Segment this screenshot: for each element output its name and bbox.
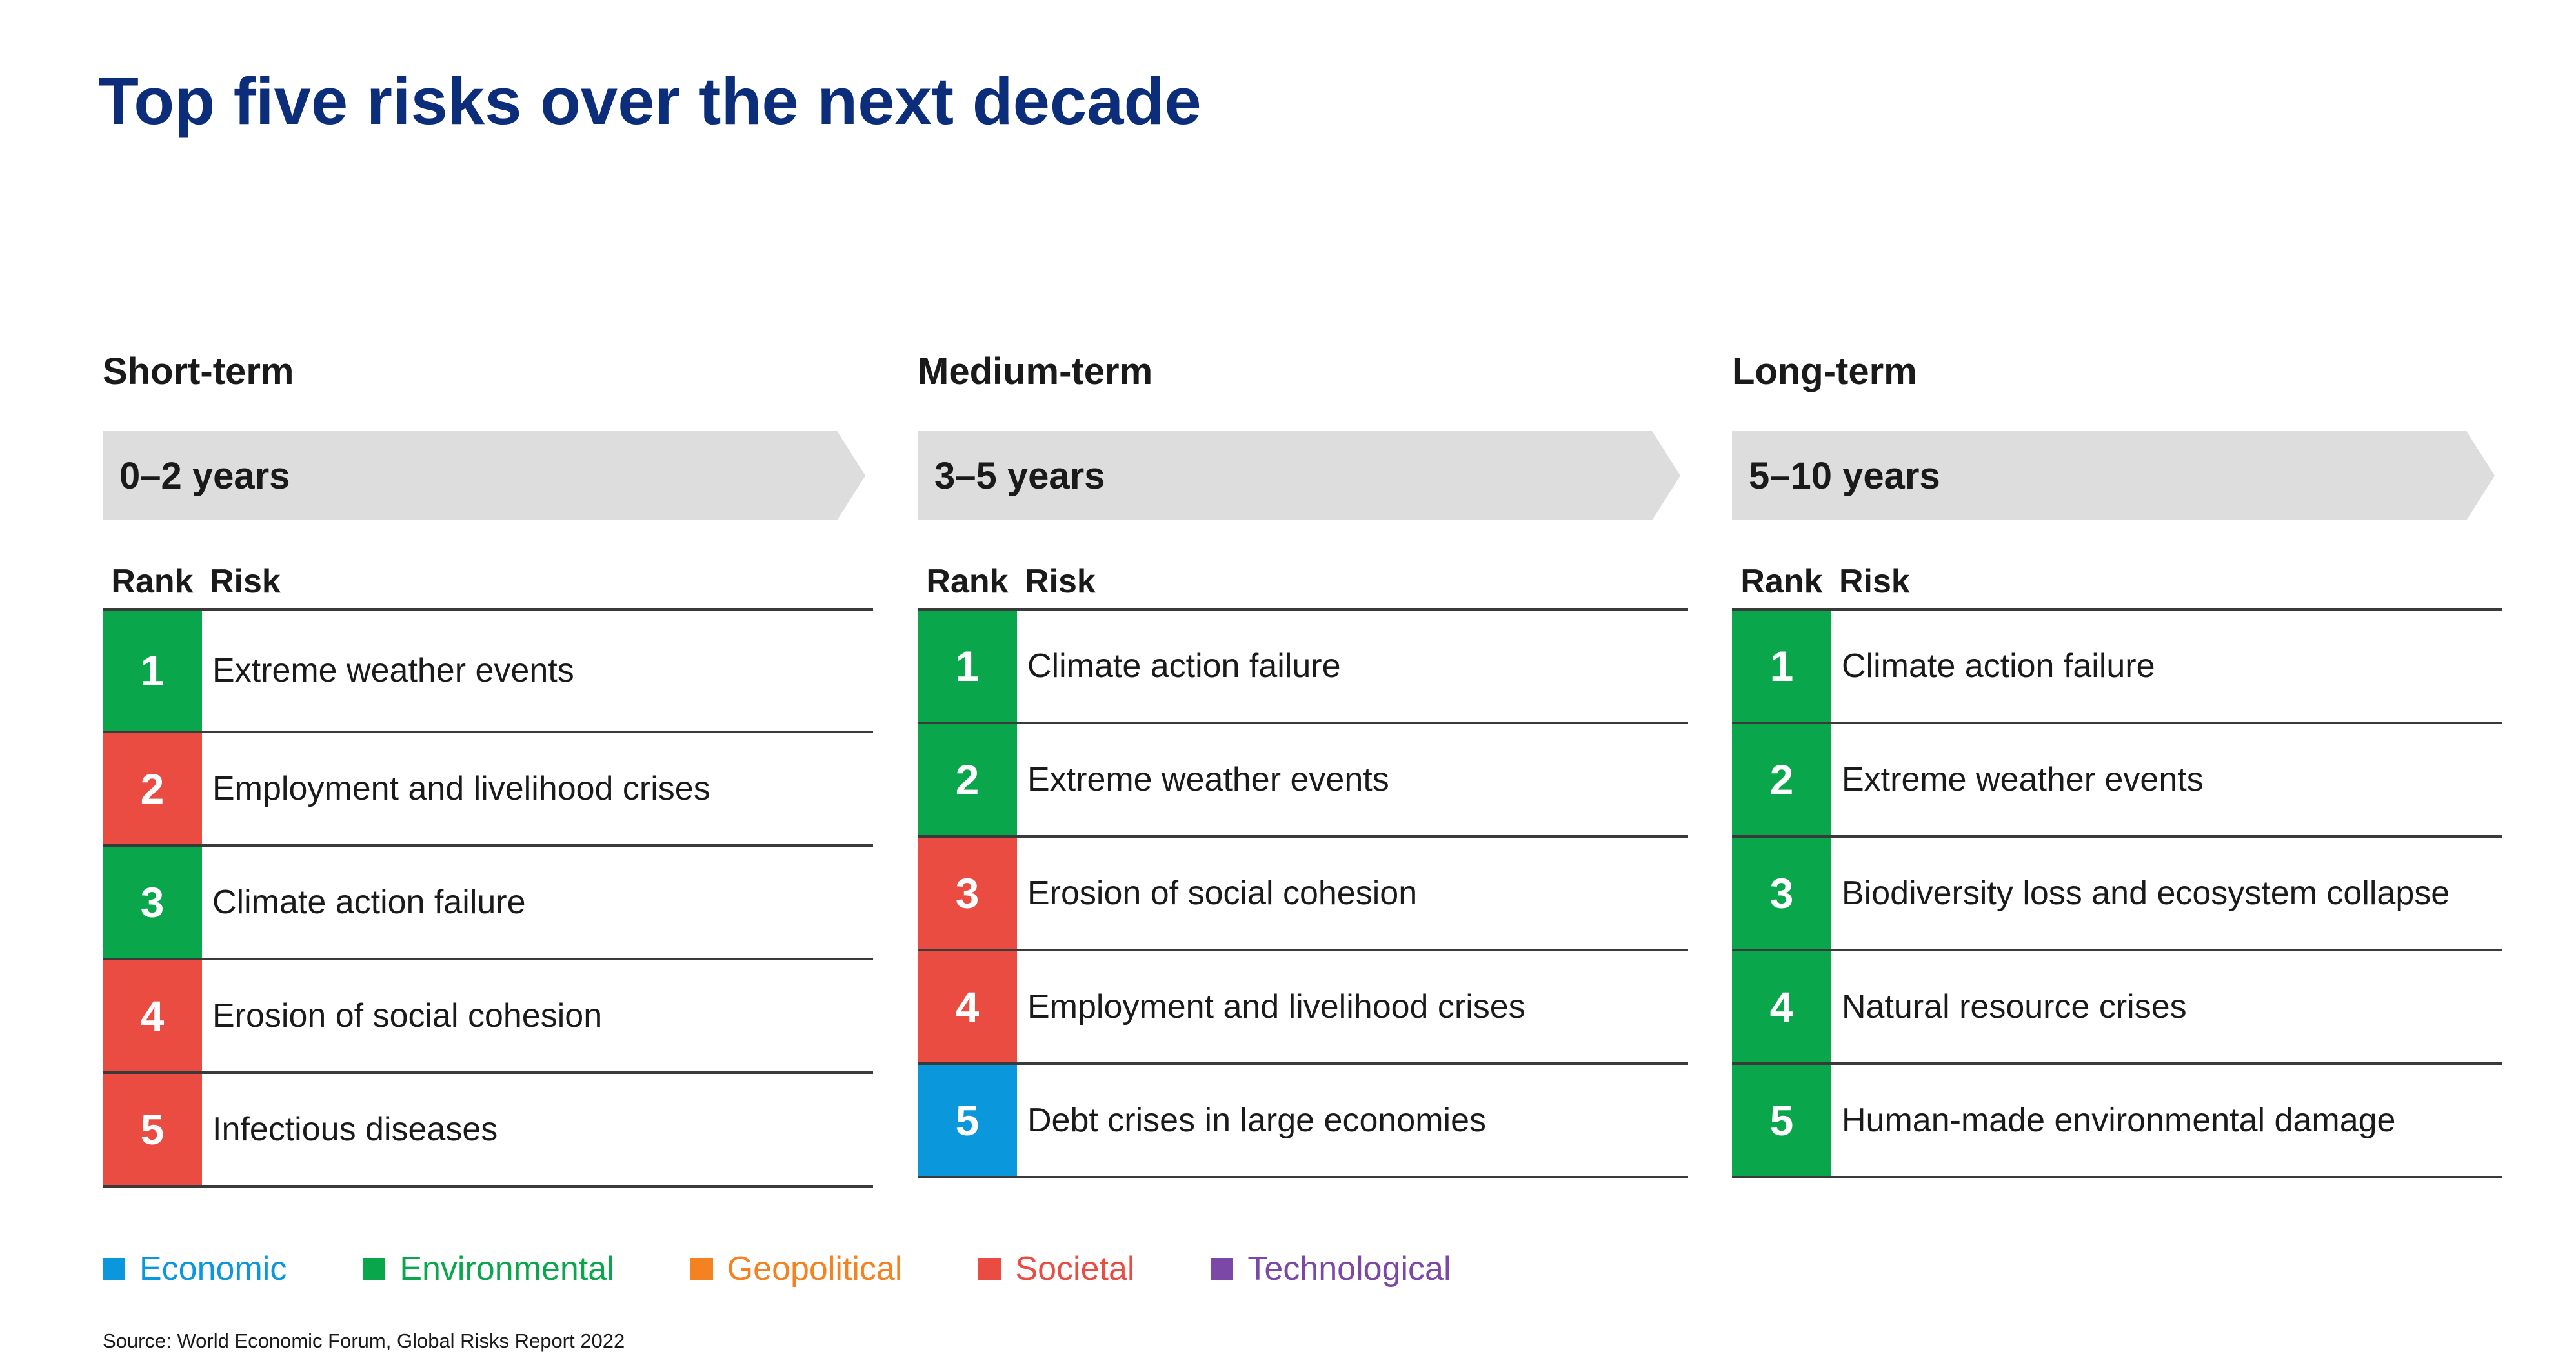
legend-item-economic: Economic — [103, 1249, 287, 1288]
legend-swatch — [690, 1257, 713, 1280]
years-label: 3–5 years — [934, 454, 1105, 497]
term-label: Medium-term — [918, 350, 1153, 392]
risk-name: Human-made environmental damage — [1842, 1102, 2396, 1139]
risk-row: 5 Human-made environmental damage — [1732, 1065, 2502, 1178]
risk-row: 4 Employment and livelihood crises — [918, 951, 1688, 1065]
risk-name: Extreme weather events — [212, 652, 574, 689]
rank-badge: 3 — [103, 847, 202, 958]
risk-row: 2 Employment and livelihood crises — [103, 733, 873, 847]
medium-term-column: Medium-term 3–5 years Rank Risk 1 Climat… — [918, 347, 1688, 1178]
rank-column-header: Rank — [926, 563, 1009, 600]
legend-label: Societal — [1015, 1250, 1135, 1288]
legend-item-societal: Societal — [978, 1249, 1134, 1288]
years-banner: 5–10 years — [1732, 431, 2495, 520]
risk-column-header: Risk — [1839, 563, 1910, 600]
risk-name: Climate action failure — [1842, 647, 2155, 685]
risk-row: 2 Extreme weather events — [918, 724, 1688, 838]
term-label: Long-term — [1732, 350, 1917, 392]
risk-name: Infectious diseases — [212, 1111, 498, 1148]
risk-name: Climate action failure — [212, 884, 526, 921]
source-note: Source: World Economic Forum, Global Ris… — [103, 1330, 625, 1352]
long-term-column: Long-term 5–10 years Rank Risk 1 Climate… — [1732, 347, 2502, 1178]
risk-name: Employment and livelihood crises — [212, 770, 710, 807]
legend-swatch — [103, 1257, 125, 1280]
rank-badge: 1 — [1732, 611, 1831, 722]
rank-badge: 4 — [103, 960, 202, 1071]
rank-badge: 1 — [103, 611, 202, 731]
risk-name: Erosion of social cohesion — [212, 997, 603, 1035]
risk-row: 5 Infectious diseases — [103, 1074, 873, 1188]
risk-table: 1 Extreme weather events 2 Employment an… — [103, 611, 873, 1188]
risk-row: 5 Debt crises in large economies — [918, 1065, 1688, 1178]
years-label: 5–10 years — [1749, 454, 1940, 497]
table-header: Rank Risk — [103, 555, 873, 611]
risk-row: 4 Erosion of social cohesion — [103, 960, 873, 1074]
rank-badge: 5 — [1732, 1065, 1831, 1176]
legend-swatch — [363, 1257, 386, 1280]
legend-swatch — [1211, 1257, 1234, 1280]
risk-name: Natural resource crises — [1842, 988, 2187, 1026]
risk-name: Extreme weather events — [1842, 761, 2204, 798]
rank-badge: 1 — [918, 611, 1017, 722]
risk-name: Biodiversity loss and ecosystem collapse — [1842, 875, 2450, 912]
legend-label: Economic — [139, 1250, 287, 1288]
risk-name: Climate action failure — [1027, 647, 1341, 685]
years-label: 0–2 years — [119, 454, 290, 497]
rank-badge: 5 — [918, 1065, 1017, 1176]
legend-label: Technological — [1247, 1250, 1451, 1288]
legend-label: Environmental — [399, 1250, 614, 1288]
rank-badge: 5 — [103, 1074, 202, 1185]
category-legend: Economic Environmental Geopolitical Soci… — [103, 1249, 1527, 1288]
rank-badge: 4 — [1732, 951, 1831, 1062]
legend-item-geopolitical: Geopolitical — [690, 1249, 903, 1288]
risk-name: Debt crises in large economies — [1027, 1102, 1486, 1139]
risk-row: 1 Climate action failure — [918, 611, 1688, 724]
table-header: Rank Risk — [918, 555, 1688, 611]
rank-badge: 3 — [1732, 838, 1831, 949]
table-header: Rank Risk — [1732, 555, 2502, 611]
risk-table: 1 Climate action failure 2 Extreme weath… — [1732, 611, 2502, 1178]
risk-name: Employment and livelihood crises — [1027, 988, 1525, 1026]
risk-row: 3 Biodiversity loss and ecosystem collap… — [1732, 838, 2502, 951]
term-label: Short-term — [103, 350, 294, 392]
short-term-column: Short-term 0–2 years Rank Risk 1 Extreme… — [103, 347, 873, 1188]
risk-name: Extreme weather events — [1027, 761, 1389, 798]
risk-row: 1 Extreme weather events — [103, 611, 873, 733]
rank-badge: 2 — [918, 724, 1017, 835]
years-banner: 3–5 years — [918, 431, 1680, 520]
rank-column-header: Rank — [1740, 563, 1823, 600]
rank-badge: 3 — [918, 838, 1017, 949]
rank-badge: 4 — [918, 951, 1017, 1062]
rank-badge: 2 — [1732, 724, 1831, 835]
risk-row: 3 Erosion of social cohesion — [918, 838, 1688, 951]
risk-row: 4 Natural resource crises — [1732, 951, 2502, 1065]
risk-column-header: Risk — [210, 563, 281, 600]
rank-column-header: Rank — [111, 563, 194, 600]
risk-row: 1 Climate action failure — [1732, 611, 2502, 724]
years-banner: 0–2 years — [103, 431, 865, 520]
risk-row: 2 Extreme weather events — [1732, 724, 2502, 838]
legend-swatch — [978, 1257, 1001, 1280]
risk-column-header: Risk — [1025, 563, 1096, 600]
risk-name: Erosion of social cohesion — [1027, 875, 1418, 912]
risk-table: 1 Climate action failure 2 Extreme weath… — [918, 611, 1688, 1178]
legend-label: Geopolitical — [727, 1250, 903, 1288]
page-title: Top five risks over the next decade — [98, 64, 1202, 138]
risk-row: 3 Climate action failure — [103, 847, 873, 960]
legend-item-environmental: Environmental — [363, 1249, 614, 1288]
legend-item-technological: Technological — [1211, 1249, 1451, 1288]
rank-badge: 2 — [103, 733, 202, 844]
